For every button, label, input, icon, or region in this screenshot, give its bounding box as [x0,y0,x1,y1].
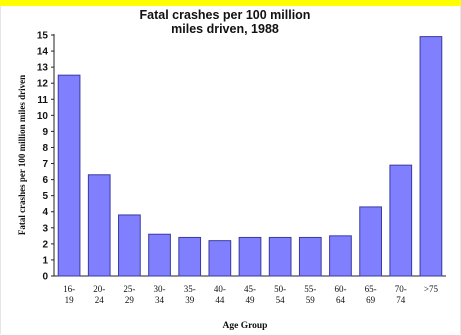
y-tick-label: 15 [37,31,49,42]
x-tick-label: 64 [336,295,346,305]
x-tick-label: 35- [184,284,196,294]
bar [329,235,352,277]
x-tick-label: 45- [244,284,256,294]
y-tick-label: 9 [42,127,48,138]
bar [389,164,413,277]
bar [118,214,141,277]
x-tick-label: 39 [185,295,195,305]
x-tick-label: 54 [276,295,286,305]
bar [268,236,292,277]
y-tick-label: 6 [42,175,48,186]
top-accent-bar [0,0,461,6]
bar [359,206,382,277]
bar [178,236,202,277]
x-tick-label: 74 [396,295,406,305]
x-tick-label: 40- [214,284,226,294]
x-tick-label: 24 [95,295,105,305]
y-tick-label: 7 [42,159,48,170]
bar [87,174,111,277]
x-tick-label: >75 [424,284,439,294]
y-tick-label: 0 [42,272,48,283]
bar [148,233,171,277]
y-tick-label: 2 [42,239,48,250]
y-tick-label: 10 [37,111,49,122]
y-tick-label: 4 [42,207,48,218]
bar [208,240,232,277]
x-tick-label: 65- [365,284,377,294]
y-tick-label: 1 [42,255,48,266]
x-tick-label: 69 [366,295,376,305]
x-tick-label: 50- [274,284,286,294]
x-tick-label: 16- [63,284,75,294]
x-tick-label: 30- [154,284,166,294]
y-tick-label: 5 [42,191,48,202]
y-tick-label: 12 [37,79,49,90]
y-tick-label: 11 [37,95,48,106]
bar [419,36,443,277]
x-tick-label: 60- [334,284,346,294]
x-tick-label: 49 [246,295,256,305]
bar [298,236,322,277]
x-tick-label: 29 [125,295,135,305]
x-tick-label: 20- [93,284,105,294]
y-tick-label: 13 [37,63,49,74]
chart-title-line-2: miles driven, 1988 [171,22,279,36]
x-axis-label: Age Group [222,321,268,331]
x-tick-label: 19 [65,295,75,305]
x-tick-label: 25- [123,284,135,294]
y-tick-label: 3 [42,223,48,234]
y-tick-label: 14 [37,47,49,58]
bar [57,74,81,277]
y-tick-label: 8 [42,143,48,154]
bar [238,236,262,277]
x-tick-label: 59 [306,295,316,305]
x-tick-label: 34 [155,295,165,305]
x-tick-label: 70- [395,284,407,294]
chart-title: Fatal crashes per 100 million miles driv… [100,8,350,36]
x-tick-label: 44 [215,295,225,305]
x-tick-label: 55- [304,284,316,294]
chart-title-line-1: Fatal crashes per 100 million [139,8,311,22]
